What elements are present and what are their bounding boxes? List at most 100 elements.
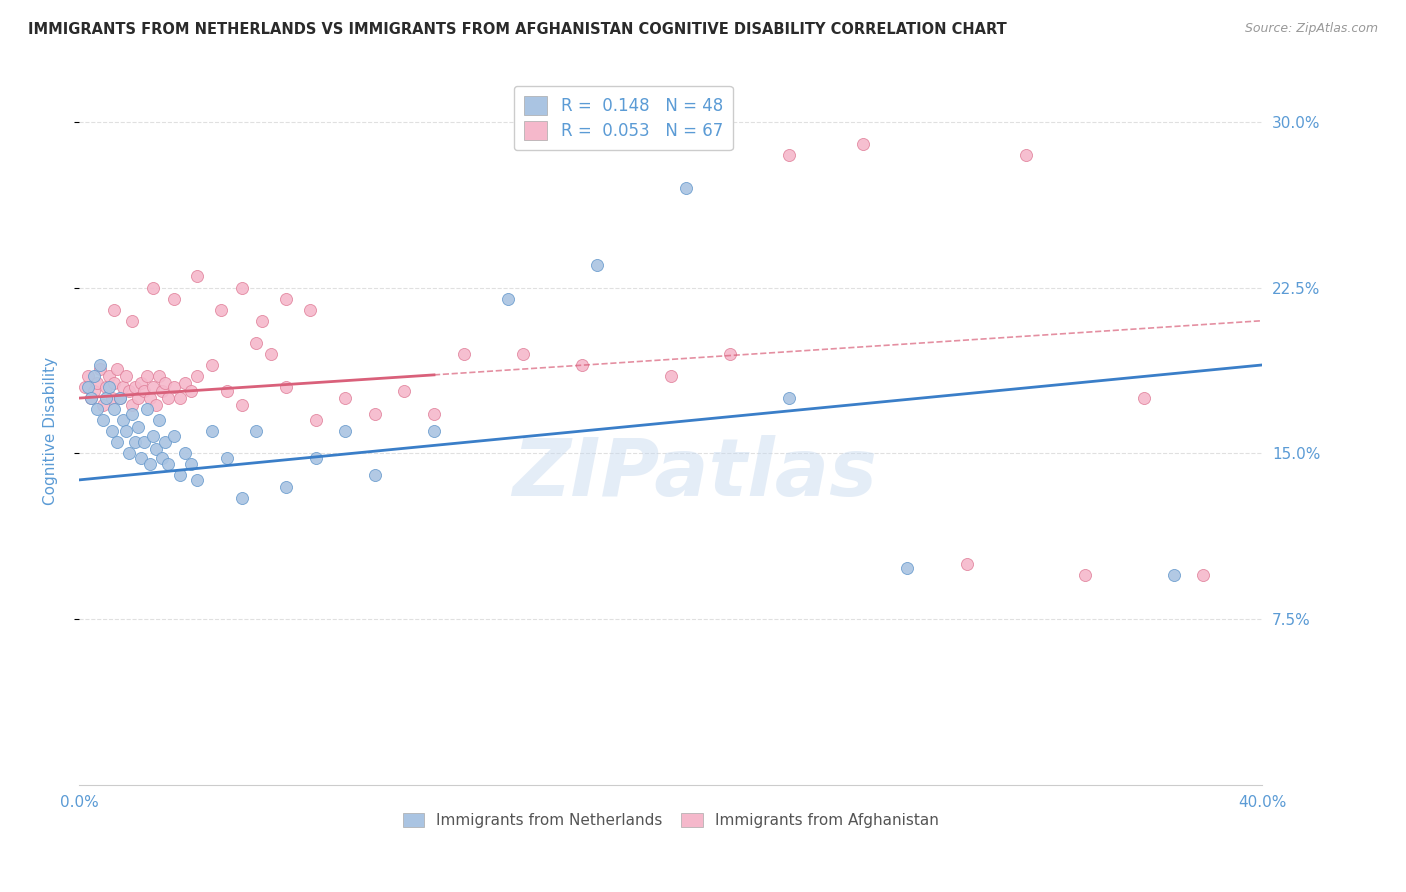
- Point: [305, 450, 328, 465]
- Point: [245, 335, 267, 350]
- Point: [86, 376, 108, 390]
- Point: [139, 391, 162, 405]
- Point: [100, 424, 122, 438]
- Point: [73, 380, 96, 394]
- Point: [132, 384, 155, 399]
- Point: [201, 358, 224, 372]
- Text: IMMIGRANTS FROM NETHERLANDS VS IMMIGRANTS FROM AFGHANISTAN COGNITIVE DISABILITY : IMMIGRANTS FROM NETHERLANDS VS IMMIGRANT…: [28, 22, 1007, 37]
- Point: [186, 369, 208, 384]
- Y-axis label: Cognitive Disability: Cognitive Disability: [44, 357, 58, 506]
- Point: [260, 347, 283, 361]
- Point: [115, 369, 138, 384]
- Point: [675, 181, 697, 195]
- Point: [136, 369, 159, 384]
- Point: [718, 347, 741, 361]
- Point: [231, 491, 253, 505]
- Point: [80, 391, 103, 405]
- Point: [129, 376, 152, 390]
- Point: [103, 376, 125, 390]
- Point: [112, 380, 135, 394]
- Point: [107, 435, 129, 450]
- Point: [100, 391, 122, 405]
- Point: [274, 380, 297, 394]
- Point: [83, 369, 105, 384]
- Point: [174, 446, 197, 460]
- Point: [76, 369, 98, 384]
- Point: [76, 380, 98, 394]
- Point: [148, 413, 170, 427]
- Point: [150, 450, 173, 465]
- Point: [1192, 568, 1215, 582]
- Point: [153, 435, 176, 450]
- Point: [121, 407, 143, 421]
- Point: [201, 424, 224, 438]
- Point: [97, 369, 120, 384]
- Point: [512, 347, 534, 361]
- Point: [659, 369, 682, 384]
- Point: [136, 402, 159, 417]
- Point: [118, 446, 141, 460]
- Point: [215, 384, 238, 399]
- Point: [231, 398, 253, 412]
- Point: [169, 468, 191, 483]
- Point: [231, 280, 253, 294]
- Point: [274, 479, 297, 493]
- Point: [153, 376, 176, 390]
- Point: [186, 473, 208, 487]
- Point: [142, 380, 165, 394]
- Point: [142, 280, 165, 294]
- Point: [94, 380, 117, 394]
- Point: [89, 362, 111, 376]
- Text: ZIPatlas: ZIPatlas: [512, 434, 877, 513]
- Point: [423, 407, 446, 421]
- Point: [121, 314, 143, 328]
- Point: [129, 450, 152, 465]
- Point: [180, 458, 202, 472]
- Point: [453, 347, 475, 361]
- Point: [778, 148, 800, 162]
- Point: [245, 424, 267, 438]
- Point: [139, 458, 162, 472]
- Point: [156, 458, 179, 472]
- Point: [1015, 148, 1038, 162]
- Point: [1133, 391, 1156, 405]
- Point: [107, 362, 129, 376]
- Point: [209, 302, 232, 317]
- Point: [252, 314, 274, 328]
- Point: [127, 391, 149, 405]
- Point: [1163, 568, 1185, 582]
- Point: [156, 391, 179, 405]
- Point: [103, 302, 125, 317]
- Point: [145, 442, 167, 456]
- Point: [80, 391, 103, 405]
- Point: [91, 413, 114, 427]
- Point: [585, 259, 607, 273]
- Point: [162, 292, 184, 306]
- Point: [852, 136, 875, 151]
- Point: [364, 407, 387, 421]
- Point: [335, 424, 357, 438]
- Point: [89, 358, 111, 372]
- Point: [186, 269, 208, 284]
- Point: [896, 561, 918, 575]
- Point: [145, 398, 167, 412]
- Text: Source: ZipAtlas.com: Source: ZipAtlas.com: [1244, 22, 1378, 36]
- Point: [121, 398, 143, 412]
- Point: [394, 384, 416, 399]
- Point: [127, 420, 149, 434]
- Point: [148, 369, 170, 384]
- Point: [132, 435, 155, 450]
- Point: [124, 380, 146, 394]
- Point: [142, 428, 165, 442]
- Point: [1074, 568, 1097, 582]
- Point: [305, 413, 328, 427]
- Point: [180, 384, 202, 399]
- Point: [778, 391, 800, 405]
- Point: [496, 292, 519, 306]
- Point: [97, 380, 120, 394]
- Point: [91, 398, 114, 412]
- Point: [174, 376, 197, 390]
- Point: [335, 391, 357, 405]
- Point: [110, 391, 132, 405]
- Point: [274, 292, 297, 306]
